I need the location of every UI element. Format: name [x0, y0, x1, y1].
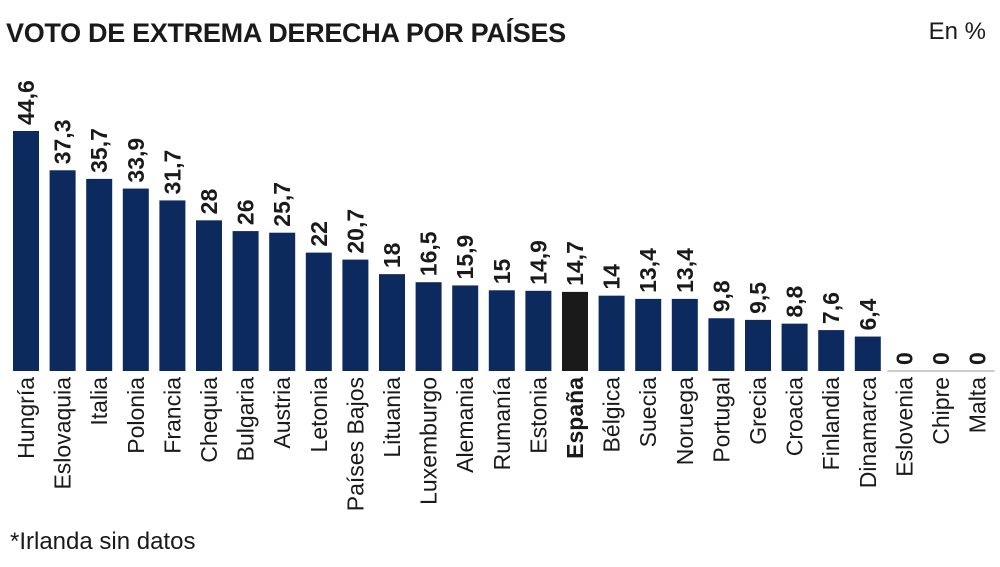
value-label-estonia: 14,9 [525, 240, 551, 285]
bar-belgica [598, 295, 625, 371]
bar-italia [86, 178, 113, 371]
value-label-italia: 35,7 [86, 128, 112, 173]
category-label-austria: Austria [269, 377, 295, 449]
value-label-letonia: 22 [306, 221, 332, 247]
category-label-hungria: Hungría [13, 377, 39, 459]
value-label-dinamarca: 6,4 [855, 298, 881, 330]
bar-alemania [452, 285, 479, 371]
chart-title: VOTO DE EXTREMA DERECHA POR PAÍSES [6, 18, 566, 48]
category-label-malta: Malta [965, 377, 991, 433]
value-label-hungria: 44,6 [13, 80, 39, 125]
bar-letonia [305, 252, 332, 371]
category-label-lituania: Lituania [379, 377, 405, 458]
category-label-chipre: Chipre [928, 377, 954, 445]
value-label-malta: 0 [965, 352, 991, 365]
category-label-croacia: Croacia [782, 377, 808, 456]
value-label-chipre: 0 [928, 352, 954, 365]
bar-hungria [13, 131, 39, 371]
value-label-belgica: 14 [599, 264, 625, 290]
value-labels-layer: 44,6 37,3 35,7 33,9 31,7 28 26 25,7 22 20,7 18 16,5… [13, 80, 991, 365]
bar-espana [562, 291, 588, 371]
value-label-polonia: 33,9 [123, 138, 149, 183]
category-label-noruega: Noruega [672, 377, 698, 465]
category-label-chequia: Chequia [196, 377, 222, 463]
value-label-grecia: 9,5 [745, 282, 771, 314]
value-label-croacia: 8,8 [782, 285, 808, 317]
value-label-luxemburgo: 16,5 [416, 231, 442, 276]
category-label-italia: Italia [86, 377, 112, 426]
category-label-estonia: Estonia [525, 377, 551, 454]
category-label-grecia: Grecia [745, 377, 771, 445]
category-label-letonia: Letonia [306, 377, 332, 453]
bar-chequia [196, 220, 222, 371]
unit-label: En % [928, 18, 986, 45]
bar-francia [159, 200, 186, 371]
footnote: *Irlanda sin datos [10, 528, 196, 555]
bars-layer [13, 131, 881, 371]
value-label-paises-bajos: 20,7 [342, 209, 368, 254]
bar-austria [269, 232, 296, 371]
value-label-chequia: 28 [196, 189, 222, 215]
value-label-eslovaquia: 37,3 [50, 120, 76, 165]
category-label-belgica: Bélgica [599, 377, 625, 453]
category-label-portugal: Portugal [708, 377, 734, 463]
bar-noruega [671, 298, 698, 371]
category-label-polonia: Polonia [123, 377, 149, 454]
value-label-bulgaria: 26 [233, 199, 259, 225]
value-label-francia: 31,7 [159, 150, 185, 195]
bar-lituania [379, 274, 405, 371]
bar-luxemburgo [415, 282, 442, 371]
category-label-luxemburgo: Luxemburgo [416, 377, 442, 505]
bar-grecia [745, 319, 771, 371]
value-label-eslovenia: 0 [891, 352, 917, 365]
category-label-eslovenia: Eslovenia [891, 377, 917, 477]
value-label-lituania: 18 [379, 242, 405, 268]
category-label-rumania: Rumanía [489, 377, 515, 471]
value-label-portugal: 9,8 [708, 280, 734, 312]
value-label-suecia: 13,4 [635, 248, 661, 293]
bar-finlandia [818, 330, 845, 371]
value-label-finlandia: 7,6 [818, 292, 844, 324]
category-label-finlandia: Finlandia [818, 377, 844, 471]
bar-portugal [708, 318, 735, 371]
bar-estonia [525, 290, 552, 371]
value-label-alemania: 15,9 [452, 235, 478, 280]
bar-rumania [488, 290, 515, 371]
value-label-espana: 14,7 [562, 241, 588, 286]
category-label-bulgaria: Bulgaria [233, 377, 259, 462]
category-label-espana: España [562, 377, 588, 459]
bar-dinamarca [854, 336, 881, 371]
bar-bulgaria [232, 231, 259, 371]
category-label-alemania: Alemania [452, 377, 478, 473]
bar-suecia [635, 298, 662, 371]
category-label-suecia: Suecia [635, 377, 661, 448]
category-label-eslovaquia: Eslovaquia [50, 377, 76, 490]
value-label-rumania: 15 [489, 258, 515, 284]
bar-polonia [122, 188, 149, 371]
category-label-paises-bajos: Países Bajos [342, 377, 368, 511]
bar-eslovaquia [49, 170, 76, 371]
category-label-francia: Francia [159, 377, 185, 454]
bar-croacia [781, 323, 808, 371]
category-labels-layer: Hungría Eslovaquia Italia Polonia Francia Che… [13, 377, 991, 511]
category-label-dinamarca: Dinamarca [855, 377, 881, 488]
value-label-noruega: 13,4 [672, 248, 698, 293]
value-label-austria: 25,7 [269, 182, 295, 227]
bar-paises-bajos [342, 259, 369, 371]
